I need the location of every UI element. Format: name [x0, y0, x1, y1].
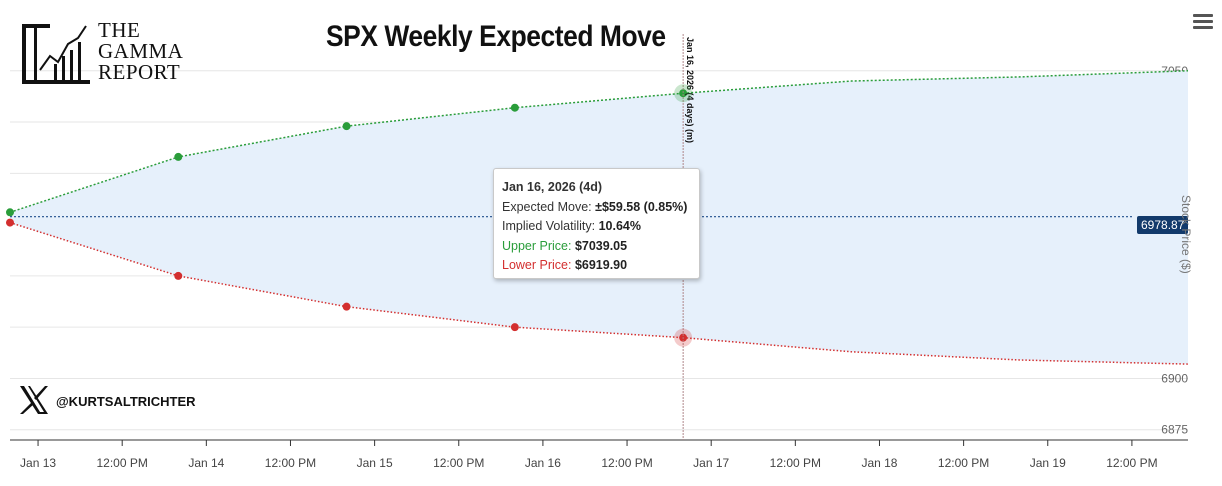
tooltip-heading: Jan 16, 2026 (4d) [502, 180, 603, 194]
chart-title: SPX Weekly Expected Move [326, 20, 666, 53]
x-tick-label: Jan 19 [1030, 456, 1066, 470]
x-tick-label: 12:00 PM [938, 456, 989, 470]
series-extension [683, 70, 1189, 94]
data-point [342, 122, 351, 131]
data-tooltip: Jan 16, 2026 (4d) Expected Move: ±$59.58… [493, 168, 700, 279]
logo-line-1: THE [98, 18, 141, 42]
x-tick-label: Jan 14 [188, 456, 224, 470]
tooltip-upper-label: Upper Price: [502, 238, 575, 253]
x-tick-label: 12:00 PM [770, 456, 821, 470]
x-tick-label: 12:00 PM [1106, 456, 1157, 470]
tooltip-lower-value: $6919.90 [574, 258, 628, 272]
tooltip-expected-move: Expected Move: ±$59.58 (0.85%) [502, 198, 691, 218]
tooltip-upper: Upper Price: $7039.05 [502, 237, 691, 257]
x-tick-label: 12:00 PM [433, 456, 484, 470]
x-tick-label: Jan 16 [525, 456, 561, 470]
tooltip-iv: Implied Volatility: 10.64% [502, 217, 691, 237]
marker-label: Jan 16, 2026 (4 days) (m) [685, 37, 695, 143]
data-point [6, 208, 14, 217]
gamma-report-logo-icon [22, 24, 90, 84]
y-tick-label: 6900 [1161, 371, 1188, 385]
logo-line-3: REPORT [98, 60, 181, 84]
author-handle: @KURTSALTRICHTER [56, 394, 196, 409]
hamburger-menu-icon[interactable] [1193, 14, 1213, 32]
x-tick-label: Jan 17 [693, 456, 729, 470]
hover-halo-upper [674, 84, 693, 103]
x-tick-label: 12:00 PM [97, 456, 148, 470]
x-tick-label: Jan 18 [861, 456, 897, 470]
y-tick-label: 6875 [1161, 423, 1188, 437]
data-point [342, 302, 351, 311]
tooltip-expected-move-value: ±$59.58 (0.85%) [595, 199, 688, 214]
x-tick-label: Jan 15 [357, 456, 393, 470]
x-logo-icon [20, 386, 48, 414]
current-price-badge: 6978.87 [1137, 216, 1189, 234]
tooltip-lower-label: Lower Price: [502, 258, 575, 272]
gamma-report-logo: THE GAMMA REPORT [20, 20, 200, 90]
x-tick-label: 12:00 PM [265, 456, 316, 470]
tooltip-upper-value: $7039.05 [574, 238, 628, 253]
gamma-report-wordmark: THE GAMMA REPORT [98, 20, 183, 83]
author-credit: @KURTSALTRICHTER [18, 384, 196, 421]
tooltip-lower: Lower Price: $6919.90 [502, 256, 691, 276]
tooltip-iv-value: 10.64% [598, 219, 641, 233]
series-extension [683, 336, 1189, 365]
data-point [679, 89, 688, 98]
data-point [174, 271, 183, 280]
data-point [6, 218, 14, 227]
data-point [174, 152, 183, 161]
hover-halo-lower [674, 328, 693, 347]
data-point [510, 103, 519, 112]
x-tick-label: 12:00 PM [601, 456, 652, 470]
y-axis-label: Stock Price ($) [1179, 195, 1193, 274]
x-tick-label: Jan 13 [20, 456, 56, 470]
tooltip-iv-label: Implied Volatility: [502, 219, 599, 233]
data-point [510, 323, 519, 332]
tooltip-expected-move-label: Expected Move: [502, 199, 596, 214]
logo-line-2: GAMMA [98, 39, 184, 63]
